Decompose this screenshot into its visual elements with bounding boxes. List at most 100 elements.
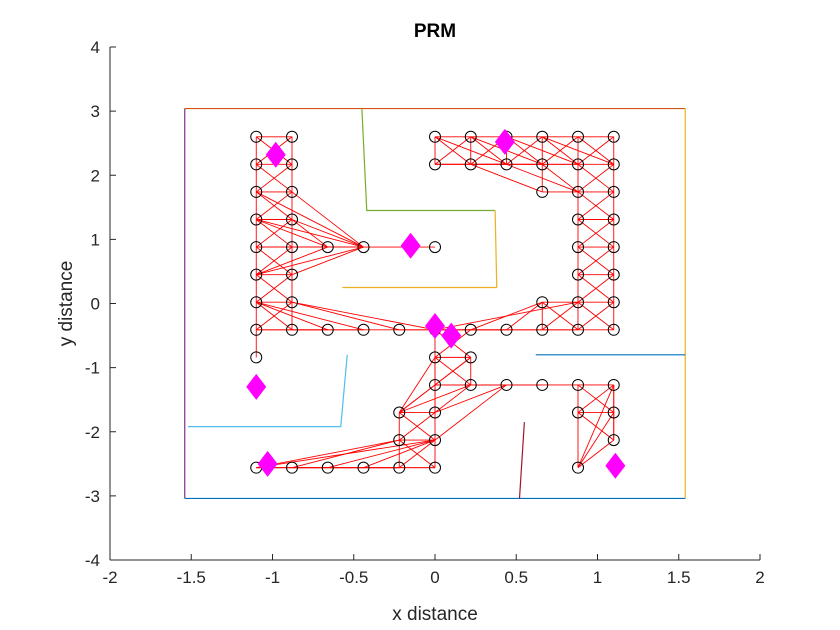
roadmap-node — [607, 268, 620, 281]
roadmap-edge — [255, 274, 293, 303]
roadmap-node — [286, 323, 298, 336]
y-tick-label: -1 — [85, 359, 100, 378]
roadmap-node — [429, 434, 441, 447]
roadmap-edge — [256, 191, 364, 248]
roadmap-node — [607, 323, 620, 336]
roadmap-node — [393, 434, 406, 447]
roadmap-edge — [470, 163, 543, 193]
roadmap-edge — [398, 439, 436, 469]
roadmap-edge — [256, 219, 328, 248]
tick-marks: -2 -1.5 -1 -0.5 0 0.5 1 1.5 2 -4 -3 -2 -1 0 1 2 3 4 — [85, 38, 765, 587]
roadmap-node — [429, 241, 441, 254]
roadmap-edge — [577, 246, 615, 276]
roadmap-node — [286, 213, 298, 226]
roadmap-node — [464, 158, 477, 171]
y-axis-label: y distance — [56, 261, 77, 347]
roadmap-node — [464, 130, 477, 143]
roadmap-node — [429, 378, 441, 391]
roadmap-node — [464, 351, 477, 364]
roadmap-node — [607, 378, 620, 391]
milestone-marker — [257, 450, 278, 477]
roadmap-edge — [506, 136, 579, 165]
roadmap-node — [572, 378, 584, 391]
wall-7 — [518, 422, 525, 499]
roadmap-edge — [577, 274, 615, 303]
chart-title: PRM — [414, 21, 456, 42]
x-tick-label: -2 — [102, 568, 117, 587]
roadmap-node — [321, 461, 334, 474]
roadmap-edge — [398, 412, 436, 441]
y-tick-label: 4 — [91, 38, 100, 57]
roadmap-node — [429, 406, 441, 419]
roadmap-edge — [577, 412, 615, 468]
y-tick-label: 1 — [91, 230, 100, 249]
roadmap-node — [464, 378, 477, 391]
roadmap-edge — [577, 439, 615, 469]
x-tick-label: -0.5 — [339, 568, 368, 587]
roadmap-edge — [256, 439, 400, 469]
roadmap-node — [250, 185, 263, 198]
roadmap-node — [572, 213, 584, 226]
roadmap-edge — [577, 384, 615, 468]
roadmap-node — [464, 323, 477, 336]
roadmap-node — [286, 185, 298, 198]
roadmap-node — [607, 130, 620, 143]
roadmap-node — [607, 406, 620, 419]
roadmap-edge — [291, 191, 364, 248]
x-tick-label: 2 — [755, 568, 764, 587]
roadmap-edge — [541, 301, 579, 331]
roadmap-node — [429, 351, 441, 364]
roadmap-node — [572, 268, 584, 281]
roadmap-edge — [577, 219, 615, 248]
milestone-marker — [246, 373, 267, 400]
roadmap-edge — [255, 163, 293, 193]
wall-6 — [188, 354, 348, 428]
obstacle-walls — [184, 107, 686, 500]
roadmap-edge — [577, 301, 615, 331]
x-tick-label: 1 — [593, 568, 602, 587]
roadmap-edge — [256, 439, 436, 469]
x-tick-label: 0 — [430, 568, 439, 587]
plot-background — [110, 47, 760, 560]
roadmap-node — [572, 158, 584, 171]
roadmap-node — [536, 296, 549, 309]
roadmap-edge — [398, 357, 436, 413]
roadmap-edge — [291, 301, 400, 331]
roadmap-edge — [577, 136, 615, 165]
roadmap-node — [429, 130, 441, 143]
roadmap-node — [572, 461, 584, 474]
roadmap-edge — [542, 136, 614, 165]
roadmap-node — [607, 434, 620, 447]
roadmap-node — [393, 406, 406, 419]
roadmap-node — [536, 158, 549, 171]
roadmap-node — [429, 158, 441, 171]
y-tick-label: 0 — [91, 295, 100, 314]
roadmap-edge — [399, 384, 471, 413]
roadmap-edge — [255, 219, 293, 248]
roadmap-edge — [291, 246, 364, 276]
roadmap-edge — [255, 191, 293, 220]
roadmap-node — [536, 378, 549, 391]
roadmap-edge — [256, 301, 364, 331]
roadmap-edge — [577, 163, 615, 193]
x-axis-label: x distance — [392, 604, 478, 625]
roadmap-node — [286, 241, 298, 254]
roadmap-edge — [506, 301, 543, 331]
roadmap-edge — [434, 301, 579, 331]
roadmap-node — [250, 351, 263, 364]
roadmap-edge — [255, 246, 293, 276]
roadmap-edge — [398, 357, 472, 413]
roadmap-edge — [256, 301, 328, 331]
roadmap-edge — [291, 219, 329, 248]
roadmap-node — [357, 461, 370, 474]
milestone-marker — [494, 128, 515, 155]
roadmap-node — [572, 323, 584, 336]
roadmap-edge — [577, 384, 615, 413]
roadmap-edge — [256, 246, 328, 276]
roadmap-node — [250, 158, 263, 171]
roadmap-node — [250, 213, 263, 226]
roadmap-node — [429, 461, 441, 474]
roadmap-node — [250, 130, 263, 143]
roadmap-node — [607, 185, 620, 198]
